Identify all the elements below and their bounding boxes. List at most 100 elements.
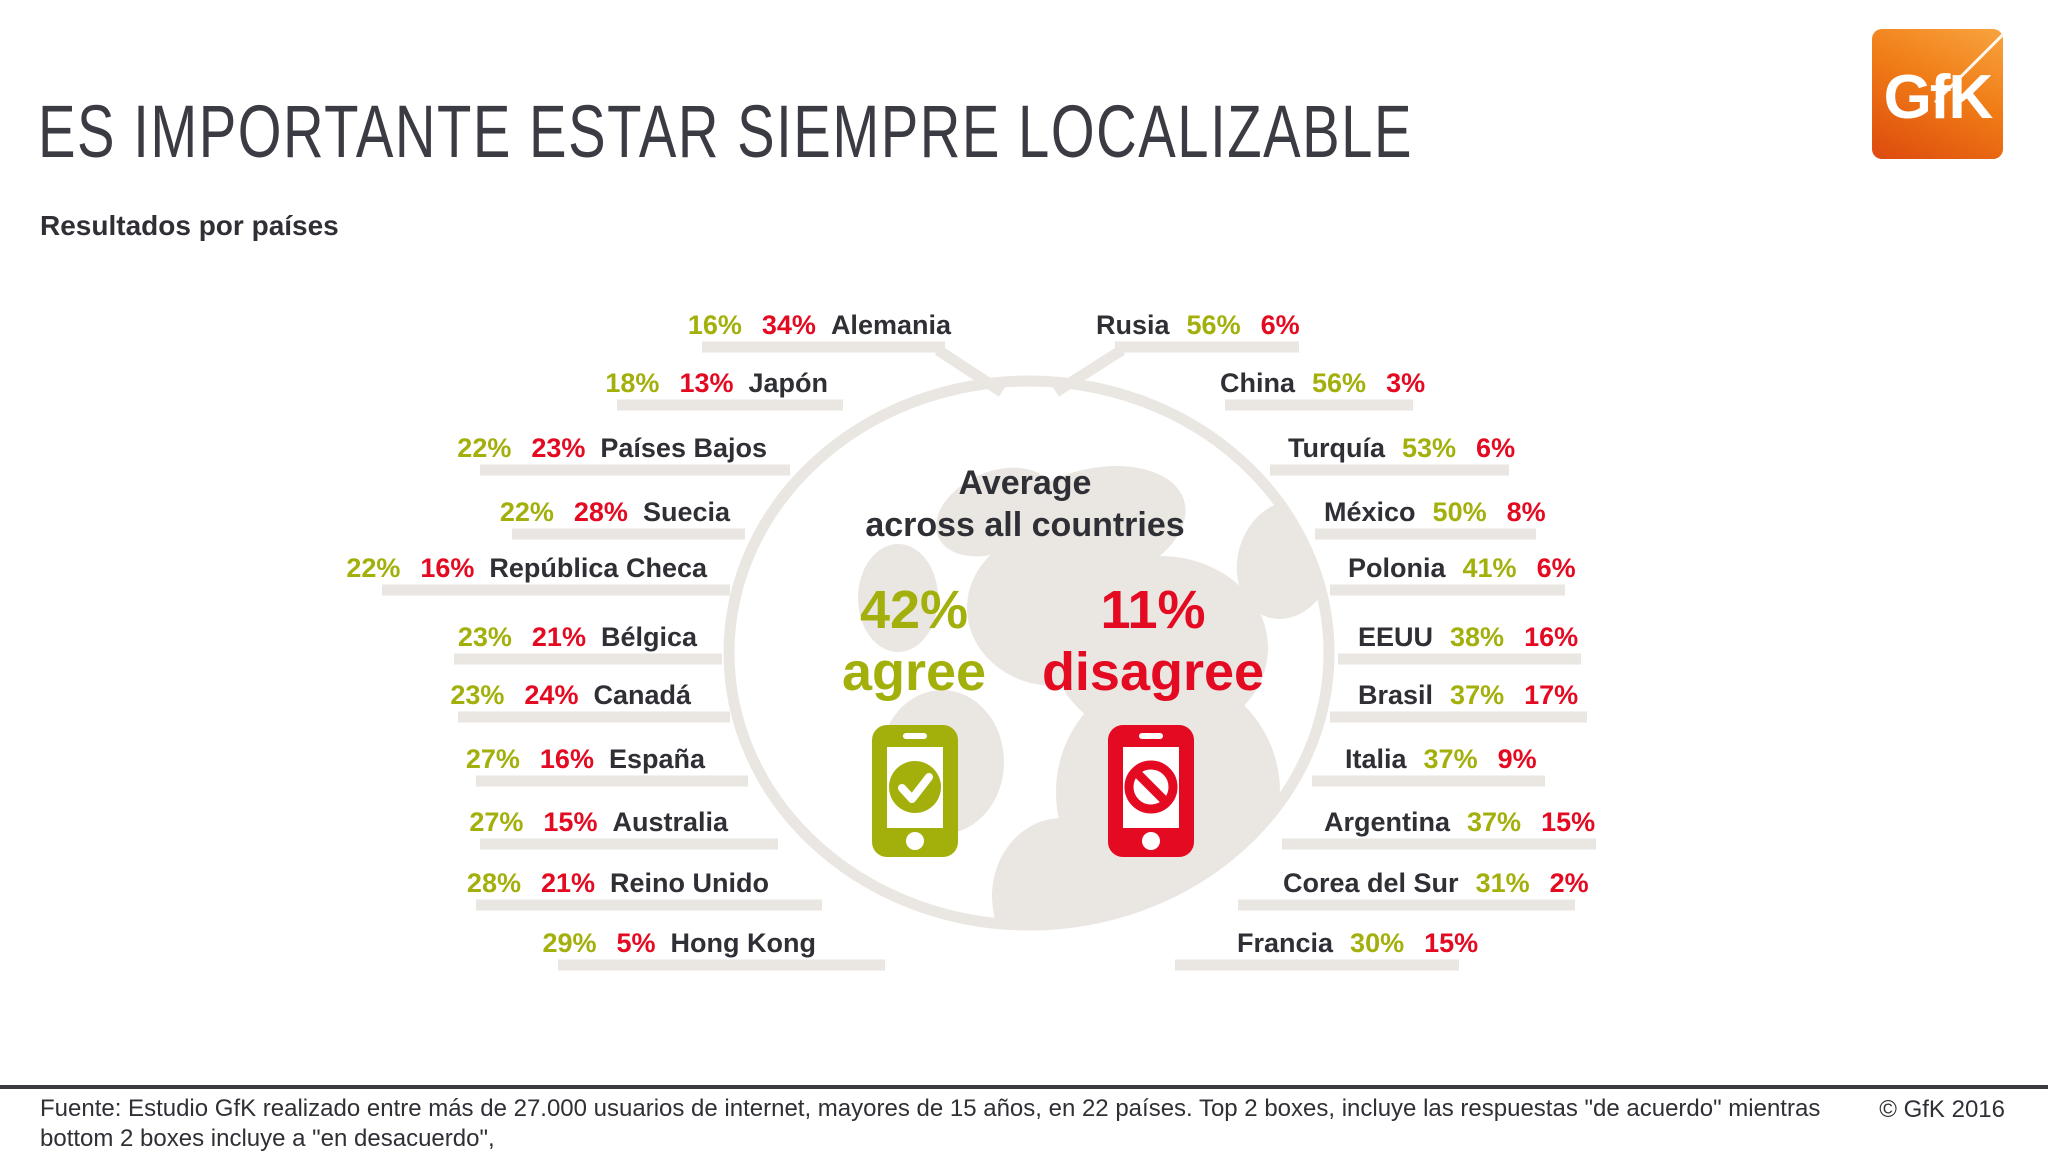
country-row-suecia: 22% 28% Suecia	[500, 492, 730, 532]
disagree-value: 28%	[573, 497, 628, 527]
country-name: República Checa	[489, 553, 707, 583]
country-name: Canadá	[593, 680, 691, 710]
country-name: Reino Unido	[610, 868, 769, 898]
agree-value: 27%	[465, 744, 520, 774]
country-name: Brasil	[1358, 680, 1434, 710]
disagree-value: 24%	[524, 680, 579, 710]
country-name: España	[608, 744, 705, 774]
disagree-value: 15%	[1541, 807, 1596, 837]
agree-value: 29%	[542, 928, 597, 958]
country-name: Japón	[748, 368, 828, 398]
agree-value: 16%	[687, 310, 742, 340]
country-row-belgica: 23% 21% Bélgica	[458, 617, 697, 657]
disagree-value: 9%	[1497, 744, 1537, 774]
country-row-espana: 27% 16% España	[466, 739, 705, 779]
agree-value: 22%	[499, 497, 554, 527]
agree-value: 28%	[466, 868, 521, 898]
country-name: Polonia	[1348, 553, 1446, 583]
country-row-mexico: México 50% 8%	[1324, 492, 1546, 532]
country-row-china: China 56% 3%	[1220, 363, 1425, 403]
agree-value: 56%	[1312, 368, 1367, 398]
globe-ring-icon	[723, 375, 1335, 931]
page-title: ES IMPORTANTE ESTAR SIEMPRE LOCALIZABLE	[38, 90, 1413, 173]
agree-percentage: 42%	[859, 580, 969, 640]
country-row-polonia: Polonia 41% 6%	[1348, 548, 1576, 588]
disagree-value: 17%	[1524, 680, 1579, 710]
average-line2: across all countries	[865, 506, 1185, 544]
country-row-alemania: 16% 34% Alemania	[688, 305, 951, 345]
agree-value: 27%	[469, 807, 524, 837]
source-note: Fuente: Estudio GfK realizado entre más …	[40, 1094, 1850, 1153]
source-note-line1: Fuente: Estudio GfK realizado entre más …	[40, 1095, 1821, 1152]
country-name: Argentina	[1324, 807, 1451, 837]
country-row-rusia: Rusia 56% 6%	[1096, 305, 1300, 345]
agree-value: 37%	[1450, 680, 1505, 710]
disagree-value: 5%	[616, 928, 656, 958]
disagree-value: 8%	[1506, 497, 1546, 527]
agree-value: 38%	[1450, 622, 1505, 652]
country-name: EEUU	[1358, 622, 1434, 652]
country-name: Alemania	[830, 310, 951, 340]
country-name: Hong Kong	[670, 928, 816, 958]
agree-phone-icon	[872, 725, 958, 857]
agree-label: agree	[841, 642, 987, 702]
callout-bars-right	[1053, 341, 1596, 971]
country-name: Suecia	[642, 497, 730, 527]
average-caption: Average across all countries	[805, 462, 1245, 546]
disagree-percentage: 11%	[1100, 580, 1206, 640]
country-name: Corea del Sur	[1283, 868, 1459, 898]
country-row-japon: 18% 13% Japón	[605, 363, 828, 403]
country-row-republica-checa: 22% 16% República Checa	[346, 548, 707, 588]
disagree-phone-icon	[1108, 725, 1194, 857]
country-row-australia: 27% 15% Australia	[469, 802, 728, 842]
country-name: México	[1324, 497, 1416, 527]
country-row-turquia: Turquía 53% 6%	[1288, 428, 1515, 468]
disagree-value: 6%	[1260, 310, 1300, 340]
logo-text: GfK	[1883, 62, 1994, 132]
page-subtitle: Resultados por países	[40, 210, 339, 241]
country-name: Italia	[1345, 744, 1407, 774]
country-row-paises-bajos: 22% 23% Países Bajos	[457, 428, 767, 468]
country-row-canada: 23% 24% Canadá	[450, 675, 691, 715]
country-row-eeuu: EEUU 38% 16%	[1358, 617, 1578, 657]
agree-value: 22%	[457, 433, 512, 463]
disagree-value: 3%	[1386, 368, 1426, 398]
agree-value: 18%	[605, 368, 660, 398]
agree-value: 31%	[1475, 868, 1530, 898]
country-row-italia: Italia 37% 9%	[1345, 739, 1537, 779]
agree-value: 37%	[1423, 744, 1478, 774]
country-row-reino-unido: 28% 21% Reino Unido	[467, 863, 769, 903]
agree-value: 37%	[1467, 807, 1522, 837]
agree-value: 23%	[457, 622, 512, 652]
disagree-value: 15%	[543, 807, 598, 837]
callout-bars-left	[382, 341, 1006, 971]
disagree-label: disagree	[1041, 642, 1265, 702]
gfk-logo: GfK	[1872, 29, 2003, 159]
country-name: Bélgica	[600, 622, 697, 652]
average-line1: Average	[958, 464, 1092, 502]
agree-value: 30%	[1350, 928, 1405, 958]
copyright: © GfK 2016	[1879, 1096, 2005, 1123]
agree-value: 41%	[1462, 553, 1517, 583]
agree-value: 53%	[1402, 433, 1457, 463]
country-name: Turquía	[1288, 433, 1385, 463]
country-row-corea-del-sur: Corea del Sur 31% 2%	[1283, 863, 1589, 903]
country-name: China	[1220, 368, 1296, 398]
footer-divider	[0, 1085, 2048, 1089]
disagree-value: 23%	[531, 433, 586, 463]
disagree-value: 6%	[1536, 553, 1576, 583]
country-name: Países Bajos	[600, 433, 767, 463]
disagree-value: 21%	[540, 868, 596, 898]
country-row-hong-kong: 29% 5% Hong Kong	[542, 923, 816, 963]
agree-value: 23%	[450, 680, 505, 710]
agree-value: 56%	[1186, 310, 1241, 340]
disagree-value: 2%	[1549, 868, 1589, 898]
disagree-value: 16%	[1524, 622, 1579, 652]
country-row-francia: Francia 30% 15%	[1237, 923, 1478, 963]
agree-value: 22%	[346, 553, 401, 583]
disagree-value: 13%	[679, 368, 734, 398]
country-name: Francia	[1237, 928, 1334, 958]
disagree-value: 21%	[531, 622, 586, 652]
disagree-value: 16%	[539, 744, 594, 774]
